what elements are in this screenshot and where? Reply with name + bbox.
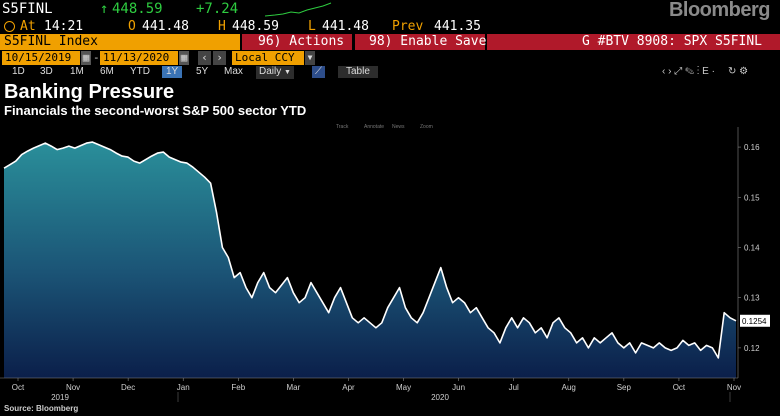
bloomberg-logo: Bloomberg — [668, 0, 771, 21]
frequency-label: Daily — [259, 66, 282, 77]
high-value: 448.59 — [232, 19, 279, 34]
quote-row: S5FINL ↑ 448.59 +7.24 Bloomberg — [0, 0, 780, 21]
line-chart-icon[interactable]: ⟋ — [312, 66, 325, 78]
toolbar-item-zoom[interactable]: Zoom — [420, 124, 433, 130]
graph-function-field[interactable]: G #BTV 8908: SPX S5FINL — [487, 34, 780, 50]
chevron-down-icon[interactable]: ▼ — [305, 51, 315, 65]
open-label: O — [128, 19, 136, 34]
x-axis: Oct Nov Dec Jan Feb Mar Apr May Jun Jul Aug Sep Oct N… — [12, 378, 741, 402]
actions-menu[interactable]: 96) Actions ▼ — [242, 34, 365, 50]
y-tick-label: 0.13 — [744, 294, 760, 303]
open-value: 441.48 — [142, 19, 189, 34]
price-area — [4, 142, 736, 378]
x-tick-label: Mar — [286, 383, 300, 392]
y-tick-label: 0.12 — [744, 344, 760, 353]
x-tick-label: Jun — [452, 383, 465, 392]
command-bar: S5FINL Index 96) Actions ▼ 98) Enable Sa… — [0, 34, 780, 50]
high-label: H — [218, 19, 226, 34]
x-tick-label: Jul — [509, 383, 519, 392]
end-date-field[interactable]: 11/13/2020 — [100, 51, 178, 65]
security-field[interactable]: S5FINL Index — [0, 34, 240, 50]
period-ytd[interactable]: YTD — [130, 66, 150, 77]
period-max[interactable]: Max — [224, 66, 243, 77]
x-tick-label: Apr — [342, 383, 355, 392]
clock-icon — [4, 21, 15, 32]
y-tick-label: 0.16 — [744, 143, 760, 152]
x-tick-label: Aug — [562, 383, 576, 392]
price-chart[interactable]: Track Annotate News Zoom 0.120.130.140.150.… — [0, 121, 780, 404]
y-axis: 0.12 0.13 0.14 0.15 0.16 — [738, 143, 760, 353]
last-value-box — [740, 314, 770, 327]
year-label: 2019 — [51, 393, 69, 402]
price-change: +7.24 — [196, 1, 239, 17]
frequency-dropdown[interactable]: Daily ▼ — [256, 66, 294, 79]
x-tick-label: Sep — [617, 383, 632, 392]
up-arrow-icon: ↑ — [100, 1, 109, 17]
x-tick-label: Feb — [231, 383, 245, 392]
year-label: 2020 — [431, 393, 449, 402]
chevron-down-icon: ▼ — [284, 69, 291, 76]
low-value: 441.48 — [322, 19, 369, 34]
sparkline-icon — [265, 2, 332, 17]
source-note: Source: Bloomberg — [4, 404, 79, 413]
enable-save-button[interactable]: 98) Enable Save — [355, 34, 486, 50]
x-tick-label: Oct — [12, 383, 25, 392]
table-button[interactable]: Table — [338, 66, 378, 78]
toolbar-item-news[interactable]: News — [392, 124, 405, 130]
low-label: L — [308, 19, 316, 34]
last-price: 448.59 — [112, 1, 163, 17]
actions-label: 96) Actions — [258, 34, 345, 49]
period-5y[interactable]: 5Y — [196, 66, 209, 77]
last-value-marker: 0.1254 — [740, 314, 770, 327]
x-tick-label: May — [396, 383, 411, 392]
period-1y[interactable]: 1Y — [162, 66, 183, 78]
refresh-icon[interactable]: ↻ ⚙ — [728, 66, 749, 77]
ticker[interactable]: S5FINL — [2, 1, 53, 17]
x-tick-label: Nov — [727, 383, 741, 392]
calendar-icon[interactable]: ▦ — [81, 51, 91, 65]
quote-time: 14:21 — [44, 19, 84, 34]
date-range-row: 10/15/2019 ▦ - 11/13/2020 ▦ ‹ › Local CC… — [0, 51, 780, 65]
x-tick-label: Jan — [177, 383, 190, 392]
at-label: At — [20, 19, 36, 34]
prev-value: 441.35 — [434, 19, 481, 34]
last-value-label: 0.1254 — [742, 317, 767, 326]
prev-label: Prev — [392, 19, 424, 34]
date-separator: - — [93, 51, 100, 64]
ohlc-row: At 14:21 O 441.48 H 448.59 L 441.48 Prev… — [0, 18, 780, 34]
period-3d[interactable]: 3D — [40, 66, 53, 77]
y-tick-label: 0.14 — [744, 243, 760, 252]
chart-toolbar[interactable]: Track Annotate News Zoom — [336, 124, 433, 130]
x-tick-label: Dec — [121, 383, 135, 392]
chevron-left-icon[interactable]: ‹ — [198, 51, 211, 65]
calendar-icon[interactable]: ▦ — [179, 51, 189, 65]
x-tick-label: Nov — [66, 383, 80, 392]
price-line — [3, 141, 737, 359]
chevron-right-icon[interactable]: › — [213, 51, 226, 65]
period-6m[interactable]: 6M — [100, 66, 114, 77]
start-date-field[interactable]: 10/15/2019 — [2, 51, 80, 65]
currency-field[interactable]: Local CCY — [232, 51, 304, 65]
chart-subtitle: Financials the second-worst S&P 500 sect… — [4, 103, 307, 118]
toolbar-item-annotate[interactable]: Annotate — [364, 124, 384, 130]
period-1m[interactable]: 1M — [70, 66, 84, 77]
x-tick-label: Oct — [673, 383, 686, 392]
period-selector-row: 1D 3D 1M 6M YTD 1Y 5Y Max Daily ▼ ⟋ Tabl… — [0, 66, 780, 79]
period-1d[interactable]: 1D — [12, 66, 25, 77]
chart-settings-icons[interactable]: ‹ › ⤢ ✎ ⋮ Ε · — [662, 66, 715, 77]
toolbar-item-track[interactable]: Track — [336, 124, 349, 130]
y-tick-label: 0.15 — [744, 193, 760, 202]
chart-title: Banking Pressure — [4, 81, 175, 103]
